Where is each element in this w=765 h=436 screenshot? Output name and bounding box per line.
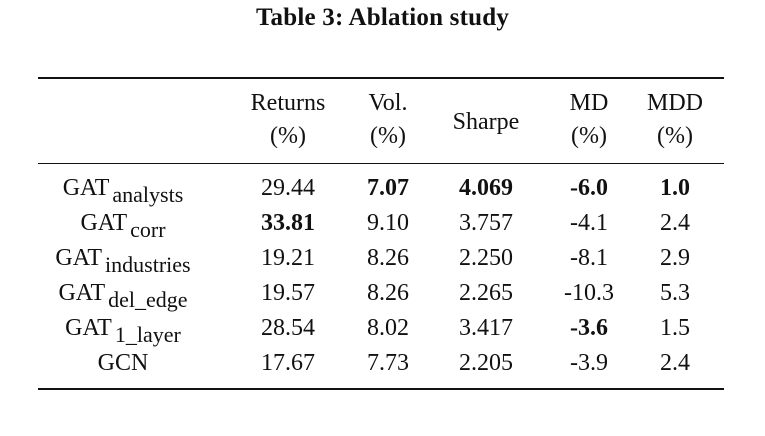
header-vol-label: Vol. [368, 90, 408, 116]
returns-cell: 33.81 [261, 210, 315, 236]
header-vol-unit: (%) [370, 123, 406, 149]
vol-cell: 8.26 [367, 245, 409, 271]
header-returns-label: Returns [250, 90, 326, 116]
mdd-cell: 1.5 [660, 315, 690, 341]
header-returns: Returns (%) [232, 87, 344, 157]
bottom-rule [38, 388, 724, 390]
model-name: GAT corr [80, 210, 166, 242]
returns-cell: 19.21 [261, 245, 315, 271]
mdd-cell: 1.0 [660, 175, 690, 201]
mdd-cell: 5.3 [660, 280, 690, 306]
sharpe-cell: 2.250 [459, 245, 513, 271]
header-returns-unit: (%) [270, 123, 306, 149]
header-md-unit: (%) [571, 123, 607, 149]
model-name: GAT analysts [62, 175, 184, 207]
mdd-cell: 2.4 [660, 210, 690, 236]
header-sharpe: Sharpe [434, 87, 538, 157]
table-row: GAT analysts 29.44 7.07 4.069 -6.0 1.0 [38, 171, 724, 207]
model-subscript: 1_layer [114, 322, 181, 347]
table-row: GAT del_edge 19.57 8.26 2.265 -10.3 5.3 [38, 276, 724, 312]
returns-cell: 17.67 [261, 350, 315, 376]
mdd-cell: 2.4 [660, 350, 690, 376]
table-caption: Table 3: Ablation study [255, 4, 510, 31]
model-name: GAT industries [55, 245, 191, 277]
model-subscript: industries [105, 252, 191, 277]
sharpe-cell: 2.205 [459, 350, 513, 376]
table-row: GAT 1_layer 28.54 8.02 3.417 -3.6 1.5 [38, 311, 724, 347]
table-row: GCN 17.67 7.73 2.205 -3.9 2.4 [38, 346, 724, 380]
sharpe-cell: 3.417 [459, 315, 513, 341]
table-row: GAT industries 19.21 8.26 2.250 -8.1 2.9 [38, 241, 724, 277]
header-vol: Vol. (%) [356, 87, 420, 157]
model-name: GAT 1_layer [65, 315, 181, 347]
header-md-label: MD [569, 90, 609, 116]
sharpe-cell: 2.265 [459, 280, 513, 306]
header-mdd: MDD (%) [638, 87, 712, 157]
header-md: MD (%) [548, 87, 630, 157]
returns-cell: 19.57 [261, 280, 315, 306]
md-cell: -6.0 [570, 175, 608, 201]
vol-cell: 7.07 [367, 175, 409, 201]
returns-cell: 28.54 [261, 315, 315, 341]
md-cell: -3.9 [570, 350, 608, 376]
top-rule [38, 77, 724, 79]
model-subscript: corr [130, 217, 166, 242]
model-subscript: analysts [112, 182, 184, 207]
header-sharpe-label: Sharpe [452, 109, 520, 135]
model-name: GCN [97, 350, 149, 376]
model-name: GAT del_edge [58, 280, 188, 312]
vol-cell: 8.02 [367, 315, 409, 341]
header-mdd-label: MDD [646, 90, 703, 116]
header-rule [38, 163, 724, 164]
returns-cell: 29.44 [261, 175, 315, 201]
vol-cell: 9.10 [367, 210, 409, 236]
vol-cell: 8.26 [367, 280, 409, 306]
sharpe-cell: 4.069 [459, 175, 513, 201]
md-cell: -3.6 [570, 315, 608, 341]
md-cell: -4.1 [570, 210, 608, 236]
model-subscript: del_edge [108, 287, 188, 312]
mdd-cell: 2.9 [660, 245, 690, 271]
md-cell: -8.1 [570, 245, 608, 271]
vol-cell: 7.73 [367, 350, 409, 376]
table-row: GAT corr 33.81 9.10 3.757 -4.1 2.4 [38, 206, 724, 242]
sharpe-cell: 3.757 [459, 210, 513, 236]
md-cell: -10.3 [564, 280, 614, 306]
header-mdd-unit: (%) [657, 123, 693, 149]
